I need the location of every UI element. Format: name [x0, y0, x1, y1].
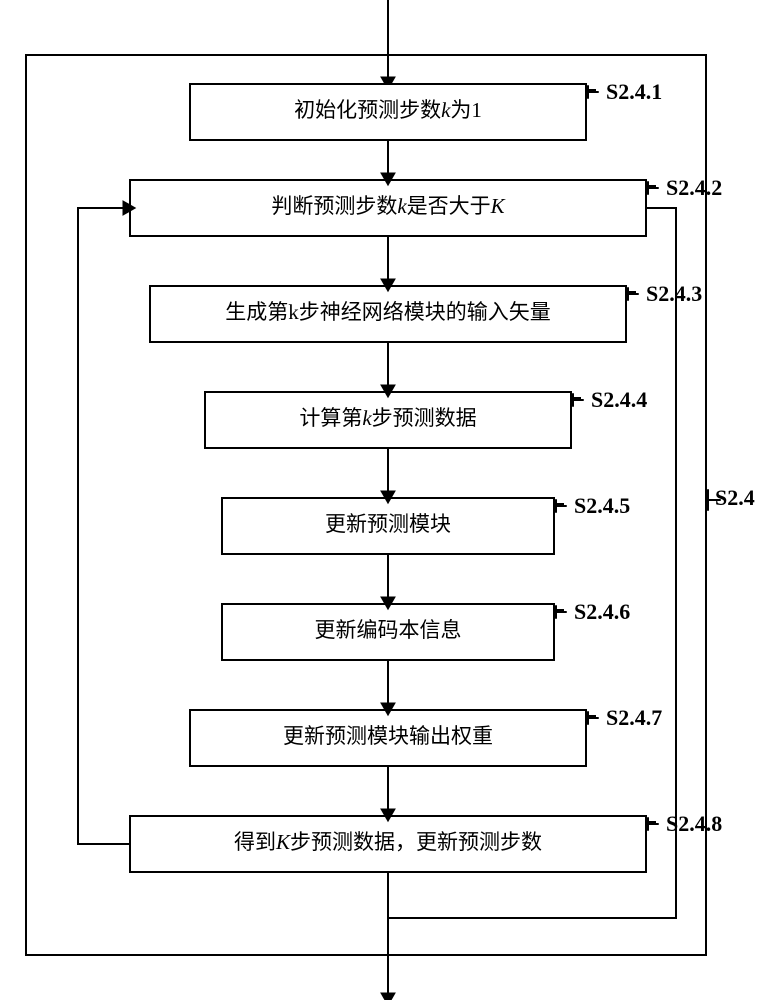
step-tag-n6: S2.4.6 [574, 599, 630, 624]
step-tag-n3: S2.4.3 [646, 281, 702, 306]
step-label-n4: 计算第k步预测数据 [299, 406, 476, 430]
step-tag-n1: S2.4.1 [606, 79, 662, 104]
step-tag-n5: S2.4.5 [574, 493, 630, 518]
step-label-n7: 更新预测模块输出权重 [283, 724, 493, 748]
step-label-n6: 更新编码本信息 [315, 618, 462, 642]
back-edge [78, 208, 130, 844]
step-tag-n4: S2.4.4 [591, 387, 647, 412]
step-label-n8: 得到K步预测数据，更新预测步数 [234, 830, 542, 854]
outer-tag: S2.4 [715, 485, 755, 510]
step-label-n1: 初始化预测步数k为1 [294, 98, 482, 122]
step-label-n3: 生成第k步神经网络模块的输入矢量 [225, 300, 551, 324]
step-label-n2: 判断预测步数k是否大于K [271, 194, 505, 218]
step-tag-n2: S2.4.2 [666, 175, 722, 200]
step-tag-n7: S2.4.7 [606, 705, 662, 730]
step-label-n5: 更新预测模块 [325, 512, 451, 536]
step-tag-n8: S2.4.8 [666, 811, 722, 836]
